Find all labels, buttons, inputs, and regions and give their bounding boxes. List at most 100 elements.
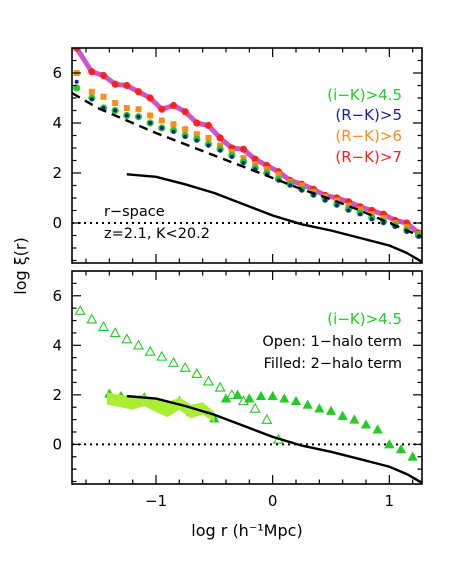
bottom-series-open-triangles-point-9 <box>179 361 191 372</box>
top-series-blue-points-point-25 <box>369 217 374 222</box>
bottom-series-open-triangles-point-6 <box>144 345 156 356</box>
top-series-red-points-point-14 <box>239 145 248 153</box>
y-axis-label: log ξ(r) <box>11 237 30 294</box>
top-series-blue-points-point-6 <box>148 121 153 125</box>
bottom-series-filled-triangles-point-12 <box>244 393 255 403</box>
top-series-blue-points-point-5 <box>136 114 141 119</box>
top-series-orange-squares-point-3 <box>112 100 119 106</box>
bottom-series-filled-triangles-point-24 <box>384 439 395 449</box>
bottom-series-filled-triangles-point-26 <box>407 451 418 461</box>
top-series-red-points-point-15 <box>251 155 259 163</box>
top-series-orange-squares-point-5 <box>135 106 142 113</box>
annotation-redshift-magnitude: z=2.1, K<20.2 <box>104 226 210 242</box>
top-series-orange-squares-point-2 <box>100 93 107 100</box>
top-series-orange-squares-point-16 <box>263 166 270 173</box>
top-series-blue-points-point-13 <box>229 154 234 159</box>
top-axis-ticks: 0 2 4 6 <box>52 48 422 263</box>
bottom-series-open-triangles-point-15 <box>249 402 261 413</box>
top-series-red-points-point-12 <box>216 134 224 142</box>
top-series-blue-points-point-9 <box>183 134 188 139</box>
legend-entry-ik45-bottom: (i−K)>4.5 <box>327 310 402 328</box>
bottom-series-filled-triangles-point-22 <box>360 419 372 429</box>
top-panel: 0 2 4 6 (i−K)>4.5 (R−K)>5 (R−K)>6 (R−K)>7 r… <box>52 47 423 264</box>
top-series-red-points-point-3 <box>111 80 119 88</box>
bottom-series-filled-triangles-point-18 <box>314 403 325 413</box>
top-series-red-points-point-6 <box>146 94 154 102</box>
bottom-series-open-triangles-point-12 <box>214 381 226 392</box>
top-series-blue-points-point-24 <box>358 212 363 217</box>
bottom-series-open-triangles-point-11 <box>202 375 215 386</box>
top-y-tick-label: 6 <box>52 64 62 82</box>
top-series-orange-squares-point-10 <box>193 131 200 138</box>
bottom-series-filled-triangles-point-17 <box>302 399 313 409</box>
top-series-orange-squares-point-8 <box>170 121 177 128</box>
bottom-series-filled-triangles-point-10 <box>220 393 232 403</box>
top-series-green-points-point-0 <box>73 84 81 92</box>
bottom-y-tick-label: 6 <box>52 287 62 305</box>
top-y-tick-label: 4 <box>52 114 62 132</box>
bottom-series-open-triangles-point-2 <box>97 320 110 331</box>
top-series-orange-squares-point-12 <box>217 142 224 149</box>
legend-entry-ik45-top: (i−K)>4.5 <box>327 86 402 104</box>
top-series-orange-squares-point-28 <box>403 223 410 230</box>
bottom-series-open-triangles-point-16 <box>261 413 273 424</box>
top-series-red-points-point-11 <box>204 121 213 130</box>
bottom-series-green-band <box>107 392 215 423</box>
bottom-series-filled-triangles-point-15 <box>279 393 290 403</box>
bottom-series-filled-triangles-point-23 <box>372 424 383 434</box>
top-series-blue-points-point-10 <box>194 138 199 143</box>
bottom-x-tick-label: 0 <box>268 492 278 510</box>
top-series-blue-points-point-3 <box>113 108 118 113</box>
top-series-blue-points-point-1 <box>89 97 94 102</box>
top-series-red-points-point-5 <box>134 88 143 96</box>
bottom-series-open-triangles-point-5 <box>132 339 145 350</box>
bottom-series-filled-triangles-point-21 <box>349 414 360 424</box>
top-series-red-points-point-9 <box>181 108 189 116</box>
bottom-series-open-triangles-point-3 <box>109 327 121 338</box>
bottom-series-open-triangles-point-7 <box>156 350 168 361</box>
bottom-series-open-triangles-point-4 <box>121 333 133 344</box>
top-series-red-points-point-0 <box>73 48 81 52</box>
top-series-black-dashed-line <box>72 91 422 238</box>
annotation-filled-2-halo: Filled: 2−halo term <box>264 356 402 372</box>
top-series-orange-squares-point-11 <box>205 135 212 141</box>
top-series-orange-squares-point-17 <box>275 171 282 178</box>
bottom-series-open-triangles-point-1 <box>86 313 98 324</box>
bottom-x-tick-label: −1 <box>145 492 167 510</box>
bottom-y-tick-label: 2 <box>52 386 62 404</box>
legend-entry-rk7: (R−K)>7 <box>335 148 402 166</box>
top-plot-area <box>72 48 422 263</box>
top-series-orange-squares-point-26 <box>380 215 387 221</box>
top-series-orange-squares-point-19 <box>298 182 305 189</box>
bottom-axes-frame <box>71 270 423 485</box>
bottom-y-tick-label: 0 <box>52 435 62 453</box>
annotation-r-space: r−space <box>104 204 165 220</box>
bottom-series-filled-triangles-point-11 <box>232 389 243 399</box>
top-series-orange-squares-point-13 <box>228 148 235 155</box>
bottom-series-open-triangles-point-0 <box>74 304 86 315</box>
top-series-blue-points-point-11 <box>206 143 211 148</box>
top-series-blue-points-point-23 <box>346 208 351 213</box>
top-series-blue-points-point-21 <box>323 198 328 203</box>
top-series-red-points-point-10 <box>193 119 201 127</box>
top-series-red-points-point-4 <box>123 81 131 90</box>
top-series-orange-squares-point-14 <box>240 155 247 161</box>
top-series-blue-points-point-4 <box>124 113 129 118</box>
top-series-blue-points-point-8 <box>171 129 176 134</box>
bottom-panel: 0 2 4 6 −1 0 1 (i−K)>4.5 Open: 1−halo term Fil… <box>52 270 423 510</box>
x-axis-label: log r (h⁻¹Mpc) <box>191 521 302 540</box>
annotation-open-1-halo: Open: 1−halo term <box>262 334 402 350</box>
bottom-series-open-triangles-point-8 <box>167 356 180 367</box>
top-series-black-solid-line <box>126 173 422 263</box>
bottom-series-open-triangles-point-10 <box>191 368 203 379</box>
bottom-plot-area <box>72 304 422 484</box>
top-series-orange-squares-point-24 <box>357 206 364 213</box>
top-series-orange-squares-point-4 <box>123 105 130 111</box>
top-y-tick-label: 2 <box>52 164 62 182</box>
top-series-blue-points-point-12 <box>218 148 223 153</box>
top-series-red-points-point-2 <box>99 71 108 80</box>
bottom-series-open-triangles-point-13 <box>226 389 238 400</box>
top-series-blue-points-point-14 <box>241 161 246 165</box>
top-series-blue-points-point-22 <box>334 203 339 208</box>
bottom-axis-ticks: 0 2 4 6 −1 0 1 <box>52 271 422 510</box>
